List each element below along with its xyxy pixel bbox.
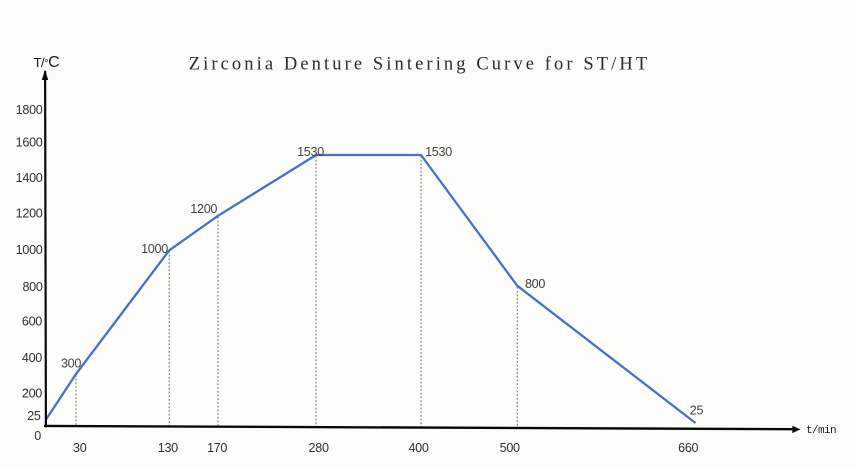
svg-text:200: 200: [22, 387, 42, 401]
svg-text:1800: 1800: [16, 103, 43, 117]
svg-text:1200: 1200: [16, 207, 43, 221]
svg-text:1000: 1000: [141, 242, 168, 256]
svg-text:T/°C: T/°C: [34, 54, 60, 71]
svg-text:800: 800: [22, 280, 42, 294]
svg-text:130: 130: [158, 441, 178, 455]
svg-text:25: 25: [27, 409, 41, 423]
svg-text:660: 660: [678, 441, 698, 455]
svg-text:t/min: t/min: [806, 425, 836, 437]
svg-text:400: 400: [22, 351, 42, 365]
svg-text:25: 25: [690, 403, 704, 417]
svg-text:500: 500: [500, 441, 520, 455]
svg-text:1200: 1200: [190, 202, 217, 216]
svg-text:30: 30: [73, 441, 87, 455]
svg-text:800: 800: [525, 277, 545, 291]
svg-text:300: 300: [61, 356, 81, 370]
svg-text:280: 280: [309, 441, 329, 455]
svg-text:1000: 1000: [16, 243, 43, 257]
svg-text:1600: 1600: [16, 135, 43, 149]
svg-text:170: 170: [207, 441, 227, 455]
svg-text:Zirconia Denture Sintering Cur: Zirconia Denture Sintering Curve for ST/…: [189, 55, 651, 75]
svg-text:0: 0: [34, 429, 41, 443]
svg-text:1400: 1400: [16, 171, 43, 185]
svg-text:1530: 1530: [297, 145, 324, 159]
svg-text:600: 600: [22, 314, 42, 328]
svg-text:400: 400: [408, 441, 428, 455]
svg-text:1530: 1530: [425, 145, 452, 159]
